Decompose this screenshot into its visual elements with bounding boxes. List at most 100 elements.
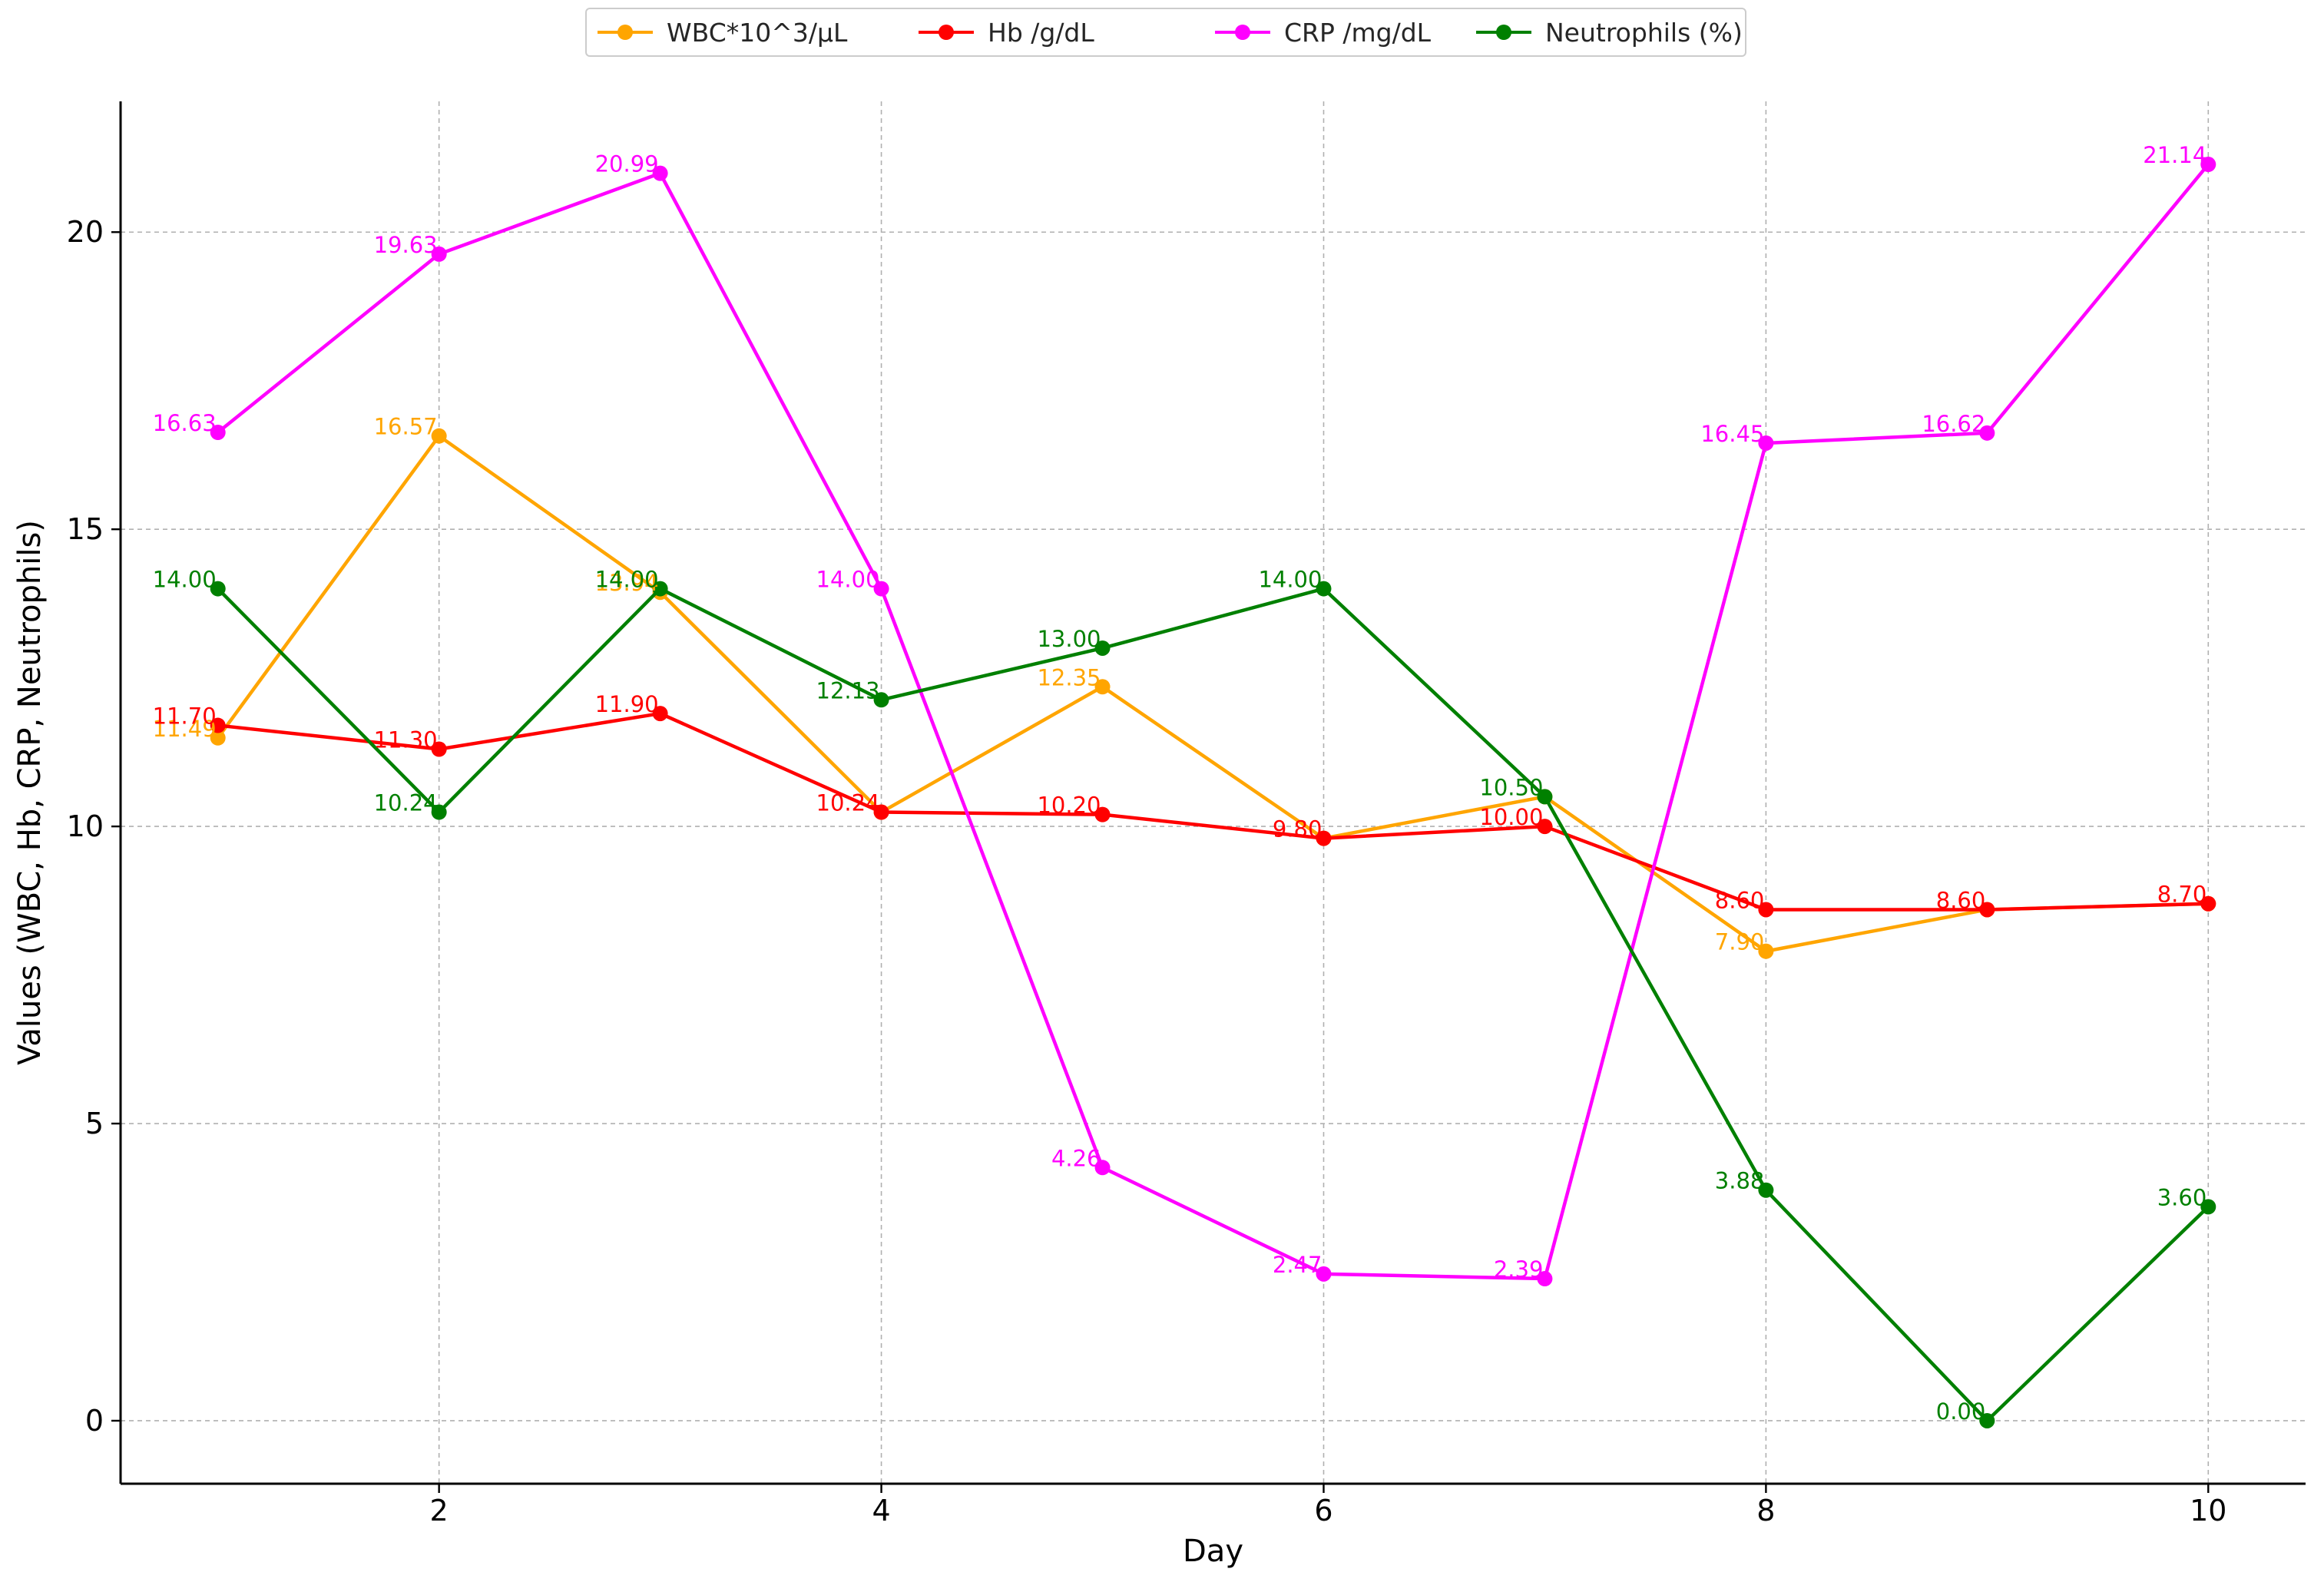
data-point-crp-mg-dl: [652, 165, 668, 181]
data-labels: 11.49 16.57 13.94 12.35 7.90 11.70 11.30 11.90 1…: [153, 142, 2207, 1425]
x-axis-label: Day: [1183, 1534, 1243, 1569]
data-label-neutrophils: 0.00: [1936, 1398, 1986, 1425]
data-label-crp-mg-dl: 2.39: [1494, 1256, 1544, 1283]
axes: 2 4 6 8 10 0 5 10 15 20 Day Values (WBC, Hb, CRP, N…: [12, 101, 2306, 1569]
legend-swatch-neutrophils: [1476, 9, 1531, 55]
grid-lines: [121, 101, 2306, 1484]
x-tick-label: 10: [2190, 1494, 2226, 1527]
data-point-neutrophils: [1094, 640, 1111, 656]
data-point-hb-g-dl: [1094, 806, 1111, 822]
data-label-neutrophils: 3.60: [2157, 1184, 2207, 1210]
y-tick-label: 10: [67, 809, 104, 843]
x-tick-label: 4: [872, 1494, 890, 1527]
data-point-hb-g-dl: [1758, 902, 1774, 918]
legend-item-wbc-10-3-l: WBC*10^3/µL: [598, 9, 847, 55]
data-label-crp-mg-dl: 2.47: [1273, 1252, 1323, 1278]
data-point-hb-g-dl: [1316, 830, 1332, 846]
legend-swatch-wbc-10-3-l: [598, 9, 653, 55]
data-label-crp-mg-dl: 14.00: [816, 567, 880, 593]
data-point-crp-mg-dl: [210, 425, 226, 441]
data-label-neutrophils: 14.00: [1258, 567, 1322, 593]
legend-item-crp-mg-dl: CRP /mg/dL: [1215, 9, 1431, 55]
data-label-hb-g-dl: 11.30: [374, 727, 438, 753]
y-tick-label: 15: [67, 512, 104, 546]
data-label-hb-g-dl: 10.20: [1037, 793, 1101, 819]
data-point-crp-mg-dl: [1537, 1271, 1553, 1287]
data-label-wbc-10-3-l: 16.57: [374, 414, 438, 440]
data-label-crp-mg-dl: 16.45: [1700, 421, 1764, 447]
data-label-neutrophils: 14.00: [153, 567, 217, 593]
legend-label-hb-g-dl: Hb /g/dL: [988, 17, 1094, 48]
legend-label-crp-mg-dl: CRP /mg/dL: [1284, 17, 1432, 48]
data-point-crp-mg-dl: [1979, 425, 1995, 441]
series-line-crp-mg-dl: [217, 163, 2210, 1281]
data-label-neutrophils: 14.00: [595, 567, 659, 593]
legend-label-wbc-10-3-l: WBC*10^3/µL: [667, 17, 848, 48]
series-line-neutrophils: [217, 587, 2210, 1423]
data-point-neutrophils: [2200, 1199, 2216, 1215]
y-tick-label: 20: [67, 215, 104, 249]
series-line-wbc-10-3-l: [216, 434, 2209, 953]
data-point-neutrophils: [1537, 789, 1553, 805]
data-label-hb-g-dl: 10.24: [816, 790, 880, 816]
y-tick-label: 0: [85, 1404, 104, 1438]
data-label-crp-mg-dl: 16.62: [1922, 411, 1985, 437]
data-label-neutrophils: 12.13: [816, 677, 880, 703]
data-point-wbc-10-3-l: [431, 428, 447, 444]
y-axis-label: Values (WBC, Hb, CRP, Neutrophils): [12, 520, 48, 1065]
data-point-crp-mg-dl: [1758, 435, 1774, 451]
data-point-crp-mg-dl: [1094, 1160, 1111, 1176]
data-label-hb-g-dl: 8.70: [2157, 882, 2207, 908]
x-tick-label: 8: [1756, 1494, 1775, 1527]
data-point-crp-mg-dl: [873, 581, 889, 597]
data-label-crp-mg-dl: 4.26: [1051, 1145, 1101, 1171]
data-label-neutrophils: 10.24: [374, 790, 438, 816]
data-point-wbc-10-3-l: [1094, 679, 1111, 695]
data-label-crp-mg-dl: 16.63: [153, 410, 217, 436]
data-point-hb-g-dl: [1979, 902, 1995, 918]
data-label-hb-g-dl: 11.90: [595, 691, 659, 717]
data-point-hb-g-dl: [873, 804, 889, 820]
data-label-neutrophils: 3.88: [1715, 1168, 1765, 1194]
data-label-neutrophils: 10.50: [1479, 774, 1543, 800]
data-point-hb-g-dl: [2200, 895, 2216, 912]
data-label-crp-mg-dl: 20.99: [595, 151, 659, 177]
data-point-neutrophils: [1758, 1182, 1774, 1198]
data-point-hb-g-dl: [652, 706, 668, 722]
data-series: [210, 157, 2216, 1428]
data-point-wbc-10-3-l: [1758, 943, 1774, 959]
legend-swatch-hb-g-dl: [919, 9, 974, 55]
data-point-wbc-10-3-l: [210, 730, 226, 746]
data-label-crp-mg-dl: 21.14: [2143, 142, 2206, 168]
data-point-neutrophils: [1979, 1412, 1995, 1428]
data-point-crp-mg-dl: [431, 246, 447, 262]
legend-item-hb-g-dl: Hb /g/dL: [919, 9, 1094, 55]
data-label-neutrophils: 13.00: [1037, 626, 1101, 652]
y-tick-label: 5: [85, 1107, 104, 1140]
data-label-hb-g-dl: 11.70: [153, 703, 217, 730]
series-line-hb-g-dl: [217, 711, 2209, 912]
data-point-hb-g-dl: [431, 741, 447, 757]
legend: WBC*10^3/µL Hb /g/dL CRP /mg/dL Neutrophils…: [585, 8, 1746, 57]
x-tick-label: 2: [430, 1494, 449, 1527]
data-label-hb-g-dl: 8.60: [1715, 887, 1765, 913]
data-label-crp-mg-dl: 19.63: [374, 232, 438, 258]
legend-swatch-crp-mg-dl: [1215, 9, 1270, 55]
legend-item-neutrophils: Neutrophils (%): [1476, 9, 1743, 55]
data-label-wbc-10-3-l: 12.35: [1037, 664, 1101, 690]
legend-label-neutrophils: Neutrophils (%): [1545, 17, 1743, 48]
data-label-hb-g-dl: 10.00: [1479, 804, 1543, 830]
data-label-wbc-10-3-l: 7.90: [1715, 929, 1765, 955]
data-point-neutrophils: [210, 581, 226, 597]
data-label-hb-g-dl: 8.60: [1936, 887, 1986, 913]
data-point-crp-mg-dl: [2200, 157, 2216, 173]
data-point-hb-g-dl: [210, 717, 226, 733]
data-label-wbc-10-3-l: 13.94: [595, 570, 659, 596]
data-point-neutrophils: [1316, 581, 1332, 597]
data-point-neutrophils: [652, 581, 668, 597]
data-point-crp-mg-dl: [1316, 1266, 1332, 1282]
data-label-hb-g-dl: 9.80: [1273, 816, 1323, 842]
data-point-neutrophils: [873, 692, 889, 708]
data-label-wbc-10-3-l: 11.49: [153, 716, 217, 742]
